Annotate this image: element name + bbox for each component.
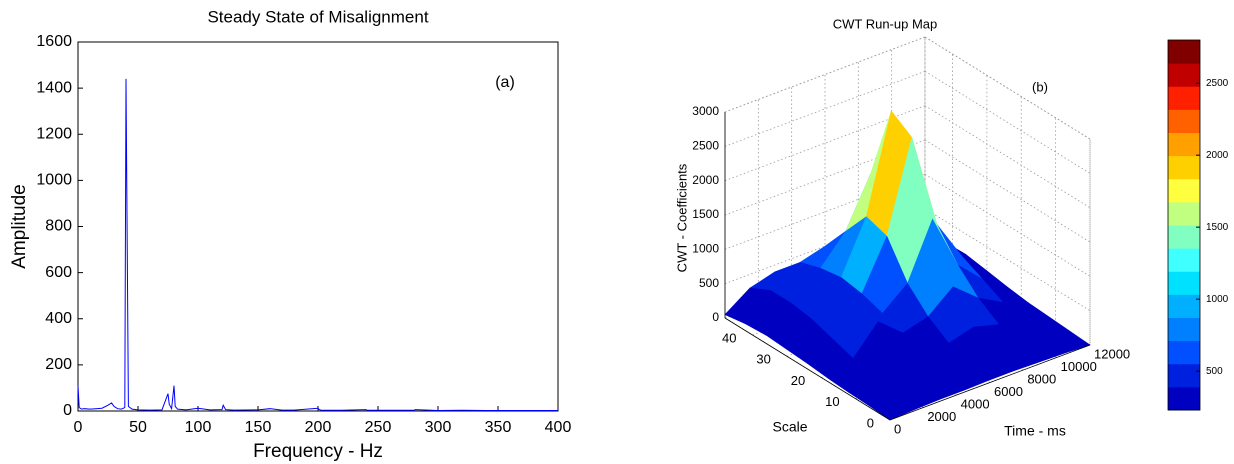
z-grid-line xyxy=(924,208,1091,312)
z-tick-label: 500 xyxy=(699,276,719,290)
x-tick-label: 12000 xyxy=(1094,346,1130,361)
z-tick-label: 1000 xyxy=(692,242,719,256)
x-tick-label: 10000 xyxy=(1061,359,1097,374)
y-tick-label: 600 xyxy=(45,264,72,281)
colorbar-band xyxy=(1168,201,1200,226)
x-tick-label: 400 xyxy=(545,419,572,436)
chart-title: CWT Run-up Map xyxy=(833,16,938,31)
colorbar-band xyxy=(1168,340,1200,365)
z-axis-label: CWT - Coefficients xyxy=(674,163,689,272)
x-tick-label: 0 xyxy=(894,421,901,436)
y-axis-label: Amplitude xyxy=(9,184,30,269)
x-axis-label: Frequency - Hz xyxy=(253,441,383,462)
y-axis-label: Scale xyxy=(772,419,807,435)
colorbar-band xyxy=(1168,40,1200,64)
y-axis xyxy=(724,317,891,421)
z-tick-label: 2500 xyxy=(692,139,719,153)
colorbar-band xyxy=(1168,363,1200,388)
colorbar-band xyxy=(1168,109,1200,133)
x-axis-label: Time - ms xyxy=(1004,423,1066,439)
x-tick-label: 350 xyxy=(485,419,512,436)
colorbar-band xyxy=(1168,155,1200,180)
y-tick-label: 10 xyxy=(825,394,839,409)
y-tick-label: 20 xyxy=(791,373,805,388)
colorbar-band xyxy=(1168,386,1200,411)
z-grid-line xyxy=(924,139,1091,243)
x-tick-label: 50 xyxy=(129,419,147,436)
colorbar-tick-label: 2000 xyxy=(1206,150,1229,161)
colorbar-tick-label: 1000 xyxy=(1206,294,1229,305)
colorbar-band xyxy=(1168,225,1200,249)
z-grid-line xyxy=(924,36,1091,140)
x-tick-label: 2000 xyxy=(927,409,956,424)
y-tick-label: 200 xyxy=(45,356,72,373)
x-tick-label: 100 xyxy=(185,419,212,436)
spectrum-line xyxy=(77,78,558,412)
colorbar-tick-label: 1500 xyxy=(1206,222,1229,233)
x-tick-label: 300 xyxy=(425,419,452,436)
y-tick-label: 400 xyxy=(45,310,72,327)
surface-patch xyxy=(869,393,916,421)
y-tick-label: 1200 xyxy=(36,125,72,142)
colorbar-tick-label: 500 xyxy=(1206,366,1223,377)
y-tick-label: 30 xyxy=(756,352,770,367)
colorbar-band xyxy=(1168,271,1200,295)
annotation: (a) xyxy=(495,74,515,91)
y-tick-label: 0 xyxy=(63,402,72,419)
y-tick-label: 0 xyxy=(867,415,874,430)
x-tick-label: 4000 xyxy=(961,396,990,411)
x-tick-label: 0 xyxy=(74,419,83,436)
annotation: (b) xyxy=(1032,79,1048,94)
colorbar-frame xyxy=(1167,39,1201,411)
z-tick-label: 3000 xyxy=(692,104,719,118)
y-tick-label: 40 xyxy=(722,330,736,345)
y-tick-label: 1600 xyxy=(36,33,72,50)
y-tick-label: 1400 xyxy=(36,79,72,96)
chart-title: Steady State of Misalignment xyxy=(207,7,428,26)
plot-area xyxy=(77,41,559,412)
colorbar-band xyxy=(1168,132,1200,157)
z-grid-line xyxy=(924,70,1091,174)
x-tick-label: 8000 xyxy=(1027,371,1056,386)
colorbar-band xyxy=(1168,178,1200,203)
y-tick-label: 1000 xyxy=(36,172,72,189)
x-tick-label: 250 xyxy=(365,419,392,436)
colorbar-tick-label: 2500 xyxy=(1206,78,1229,89)
colorbar-band xyxy=(1168,294,1200,318)
z-tick-label: 1500 xyxy=(692,207,719,221)
x-axis xyxy=(889,344,1091,421)
y-tick-label: 800 xyxy=(45,218,72,235)
x-tick-label: 150 xyxy=(245,419,272,436)
colorbar-band xyxy=(1168,248,1200,272)
x-tick-label: 6000 xyxy=(994,384,1023,399)
z-tick-label: 2000 xyxy=(692,173,719,187)
colorbar-band xyxy=(1168,63,1200,87)
colorbar-band xyxy=(1168,86,1200,110)
colorbar-band xyxy=(1168,317,1200,342)
z-tick-label: 0 xyxy=(712,310,719,324)
x-tick-label: 200 xyxy=(305,419,332,436)
